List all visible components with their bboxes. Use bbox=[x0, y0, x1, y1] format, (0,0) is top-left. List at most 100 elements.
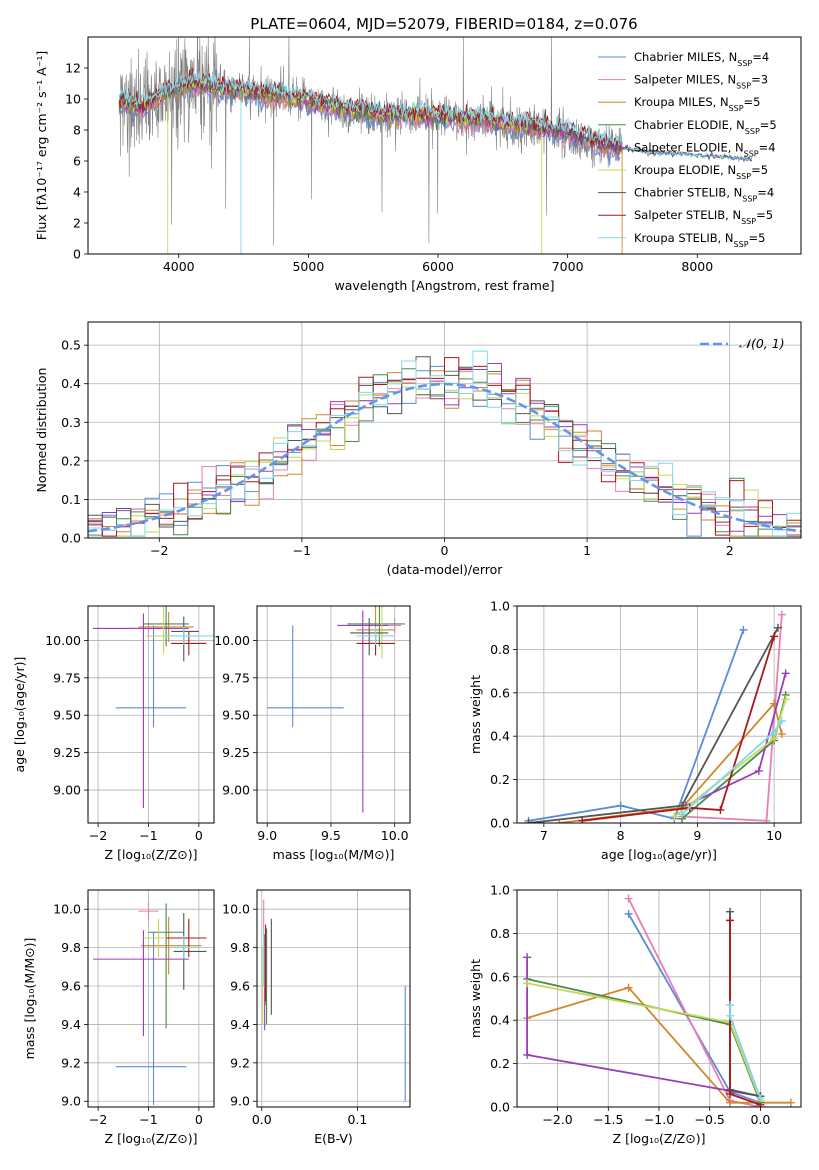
y-tick-label: 0.8 bbox=[490, 642, 510, 657]
x-axis-label: wavelength [Angstrom, rest frame] bbox=[334, 278, 554, 293]
series-marker-kmiles bbox=[726, 1098, 734, 1107]
mw_Z-lines bbox=[523, 894, 795, 1107]
mw_Z-frame bbox=[516, 889, 802, 1108]
x-axis-label: Z [log₁₀(Z/Z⊙)] bbox=[105, 847, 198, 862]
legend-label-normal: 𝒩(0, 1) bbox=[739, 336, 785, 351]
series-marker-kstelib bbox=[770, 727, 779, 736]
y-tick-label: 0.0 bbox=[490, 816, 510, 831]
mass_Z-errorbars bbox=[93, 901, 207, 1106]
x-tick-label: 0.0 bbox=[252, 1112, 272, 1127]
series-marker-kmiles bbox=[786, 1098, 795, 1107]
residuals-axes: −2 −1 0 1 2 0.0 0.1 0.2 0.3 0.4 0.5 (data-model)/er… bbox=[34, 322, 801, 577]
y-tick-label: 9.4 bbox=[230, 1017, 250, 1032]
y-tick-label: 9.50 bbox=[222, 708, 250, 723]
x-tick-label: −1.5 bbox=[593, 1112, 623, 1127]
x-tick-label: 10 bbox=[766, 828, 782, 843]
legend-label-kstelib: Kroupa STELIB, NSSP=5 bbox=[634, 231, 765, 249]
x-tick-label: −1 bbox=[139, 828, 157, 843]
y-tick-label: 0.3 bbox=[61, 415, 81, 430]
y-tick-label: 10.00 bbox=[45, 633, 81, 648]
y-axis-label: mass weight bbox=[468, 959, 483, 1038]
x-tick-label: 0.0 bbox=[750, 1112, 770, 1127]
legend-label-kmiles: Kroupa MILES, NSSP=5 bbox=[634, 95, 760, 113]
residuals-legend: 𝒩(0, 1) bbox=[700, 336, 785, 351]
series-marker-kstelib bbox=[777, 717, 786, 726]
mass_EBV-axes: 0.0 0.1 9.0 9.2 9.4 9.6 9.8 10.0 E(B-V) bbox=[222, 890, 410, 1146]
y-tick-label: 0.6 bbox=[490, 685, 510, 700]
spectrum-axes: 4000 5000 6000 7000 8000 0 2 4 6 8 10 12 wavelength … bbox=[34, 51, 713, 293]
y-tick-label: 6 bbox=[73, 154, 81, 169]
model-line-kstelib bbox=[118, 70, 752, 162]
x-tick-label: −2.0 bbox=[542, 1112, 572, 1127]
x-axis-label: Z [log₁₀(Z/Z⊙)] bbox=[613, 1131, 706, 1146]
series-marker-smiles bbox=[624, 894, 633, 903]
y-tick-label: 8 bbox=[73, 123, 81, 138]
series-marker-sstelib bbox=[578, 816, 587, 823]
series-marker-kelodie bbox=[781, 695, 790, 704]
legend-label-kelodie: Kroupa ELODIE, NSSP=5 bbox=[634, 163, 768, 181]
y-tick-label: 0.2 bbox=[490, 772, 510, 787]
x-tick-label: −0.5 bbox=[695, 1112, 725, 1127]
y-axis-label: Flux [fλ10⁻¹⁷ erg cm⁻² s⁻¹ A⁻¹] bbox=[34, 51, 49, 240]
series-marker-kstelib bbox=[678, 810, 687, 819]
x-tick-label: 9 bbox=[693, 828, 701, 843]
y-axis-label: age [log₁₀(age/yr)] bbox=[12, 657, 27, 773]
residuals-frame bbox=[87, 321, 802, 539]
y-axis-label: mass weight bbox=[468, 675, 483, 754]
x-axis-label: (data-model)/error bbox=[387, 562, 504, 577]
y-tick-label: 0.4 bbox=[61, 376, 81, 391]
y-tick-label: 1.0 bbox=[490, 599, 510, 614]
legend-label-cmiles: Chabrier MILES, NSSP=4 bbox=[634, 50, 769, 68]
series-line-selodie bbox=[526, 957, 761, 1098]
series-marker-kelodie bbox=[670, 812, 679, 821]
series-marker-selodie bbox=[754, 766, 763, 775]
mw_age-frame bbox=[516, 605, 802, 824]
y-tick-label: 9.2 bbox=[61, 1055, 81, 1070]
series-marker-kmiles bbox=[777, 730, 786, 739]
x-tick-label: 7 bbox=[540, 828, 548, 843]
legend-label-celodie: Chabrier ELODIE, NSSP=5 bbox=[634, 118, 777, 136]
series-marker-sstelib bbox=[726, 1089, 734, 1098]
x-tick-label: 9.0 bbox=[257, 828, 277, 843]
y-tick-label: 0.4 bbox=[490, 1013, 510, 1028]
x-tick-label: −2 bbox=[89, 1112, 107, 1127]
y-tick-label: 12 bbox=[65, 61, 81, 76]
mass_EBV-errorbars bbox=[262, 899, 406, 1102]
mw_Z-axes: −2.0 −1.5 −1.0 −0.5 0.0 0.0 0.2 0.4 0.6 0.8 1.0 Z [… bbox=[468, 883, 801, 1146]
x-tick-label: 8000 bbox=[681, 259, 713, 274]
series-line-cmiles bbox=[528, 629, 745, 822]
series-marker-kstelib bbox=[726, 1011, 734, 1020]
legend-label-smiles: Salpeter MILES, NSSP=3 bbox=[634, 73, 768, 91]
series-marker-selodie bbox=[781, 669, 790, 678]
y-tick-label: 9.4 bbox=[61, 1017, 81, 1032]
y-tick-label: 9.6 bbox=[230, 979, 250, 994]
x-tick-label: 4000 bbox=[163, 259, 195, 274]
age_mass-axes: 9.0 9.5 10.0 9.00 9.25 9.50 9.75 10.00 mass [log… bbox=[214, 606, 410, 862]
x-axis-label: Z [log₁₀(Z/Z⊙)] bbox=[105, 1131, 198, 1146]
x-tick-label: 1 bbox=[583, 543, 591, 558]
series-marker-selodie bbox=[523, 953, 532, 962]
x-tick-label: 0 bbox=[195, 828, 203, 843]
legend-label-sstelib: Salpeter STELIB, NSSP=5 bbox=[634, 208, 773, 226]
y-tick-label: 9.6 bbox=[61, 979, 81, 994]
age_Z-axes: −2 −1 0 9.00 9.25 9.50 9.75 10.00 Z [log₁₀(Z/Z⊙)… bbox=[12, 606, 214, 862]
x-tick-label: 5000 bbox=[292, 259, 324, 274]
x-tick-label: 9.5 bbox=[321, 828, 341, 843]
series-marker-sstelib bbox=[716, 805, 725, 814]
y-tick-label: 0.0 bbox=[61, 531, 81, 546]
y-tick-label: 9.75 bbox=[53, 670, 81, 685]
y-tick-label: 9.8 bbox=[61, 940, 81, 955]
series-marker-smiles bbox=[762, 816, 771, 823]
series-marker-sstelib bbox=[770, 632, 779, 641]
y-tick-label: 0.6 bbox=[490, 969, 510, 984]
x-tick-label: 2 bbox=[726, 543, 734, 558]
series-marker-cstelib bbox=[773, 623, 782, 632]
mass_Z-frame bbox=[87, 889, 215, 1108]
x-tick-label: 0 bbox=[195, 1112, 203, 1127]
series-line-cstelib bbox=[729, 911, 761, 1098]
age_Z-errorbars bbox=[93, 606, 214, 809]
x-axis-label: age [log₁₀(age/yr)] bbox=[601, 847, 717, 862]
y-tick-label: 4 bbox=[73, 185, 81, 200]
series-line-cmiles bbox=[627, 913, 761, 1104]
